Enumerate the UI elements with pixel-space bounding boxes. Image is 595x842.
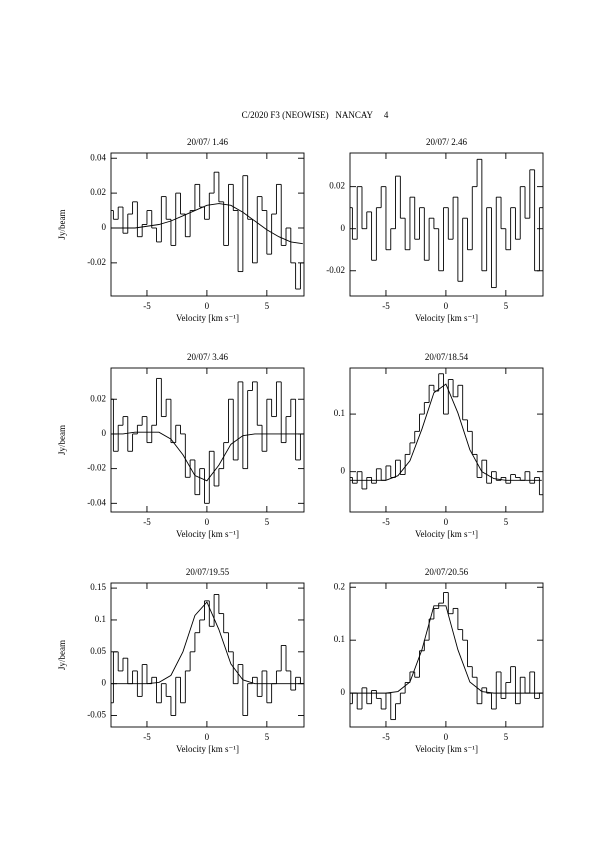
x-tick-label: 0	[205, 732, 210, 742]
y-tick-label: -0.05	[87, 710, 106, 720]
panel: 20/07/ 3.46 Velocity [km s⁻¹] Jy/beam -5 0 5 -…	[57, 352, 305, 539]
y-tick-label: 0.05	[90, 646, 106, 656]
y-tick-label: 0.04	[90, 152, 106, 162]
x-tick-label: -5	[143, 301, 151, 311]
y-tick-label: 0.02	[329, 181, 345, 191]
y-tick-label: 0.2	[334, 581, 345, 591]
x-tick-label: -5	[382, 517, 390, 527]
panel: 20/07/ 2.46 Velocity [km s⁻¹] -5 0 5 -0.02 0 0.…	[326, 137, 544, 323]
x-tick-label: 5	[265, 301, 270, 311]
y-tick-label: 0.1	[334, 408, 345, 418]
y-axis-label: Jy/beam	[57, 210, 67, 240]
x-axis-label: Velocity [km s⁻¹]	[176, 529, 239, 539]
x-tick-label: 0	[444, 517, 449, 527]
fit-curve	[111, 601, 303, 685]
x-axis-label: Velocity [km s⁻¹]	[415, 744, 478, 754]
y-tick-label: 0	[102, 678, 107, 688]
panel-title: 20/07/20.56	[425, 567, 469, 577]
x-tick-label: 5	[504, 301, 509, 311]
y-tick-label: 0.1	[334, 634, 345, 644]
y-tick-label: 0.1	[95, 614, 106, 624]
x-tick-label: 5	[504, 517, 509, 527]
panel: 20/07/19.55 Velocity [km s⁻¹] Jy/beam -5 0 5 -…	[57, 567, 305, 754]
y-tick-label: -0.02	[87, 257, 106, 267]
fit-curve	[111, 431, 303, 482]
plot-area	[111, 171, 304, 290]
plot-area	[111, 377, 304, 504]
x-tick-label: -5	[143, 732, 151, 742]
fit-curve	[350, 605, 542, 694]
y-tick-label: -0.02	[87, 463, 106, 473]
x-tick-label: -5	[382, 732, 390, 742]
panel: 20/07/ 1.46 Velocity [km s⁻¹] Jy/beam -5 0 5 -…	[57, 137, 305, 323]
panel: 20/07/18.54 Velocity [km s⁻¹] -5 0 5 0 0.1	[334, 352, 544, 539]
x-tick-label: 0	[205, 517, 210, 527]
frame	[349, 582, 544, 728]
frame	[110, 582, 305, 728]
x-tick-label: -5	[143, 517, 151, 527]
y-axis-label: Jy/beam	[57, 640, 67, 670]
plot-area	[111, 594, 304, 716]
plot-area	[350, 373, 543, 496]
panel-title: 20/07/19.55	[186, 567, 230, 577]
y-tick-label: 0	[102, 428, 107, 438]
page-title: C/2020 F3 (NEOWISE) NANCAY 4	[242, 110, 389, 120]
x-axis-label: Velocity [km s⁻¹]	[176, 313, 239, 323]
x-tick-label: 5	[265, 517, 270, 527]
x-tick-label: 5	[504, 732, 509, 742]
plot-area	[350, 158, 543, 289]
x-tick-label: 0	[205, 301, 210, 311]
fit-curve	[111, 203, 303, 245]
y-tick-label: -0.04	[87, 497, 106, 507]
y-tick-label: -0.02	[326, 265, 345, 275]
x-axis-label: Velocity [km s⁻¹]	[176, 744, 239, 754]
x-tick-label: -5	[382, 301, 390, 311]
y-tick-label: 0	[341, 466, 346, 476]
panel-title: 20/07/ 1.46	[187, 137, 229, 147]
y-tick-label: 0	[341, 687, 346, 697]
x-axis-label: Velocity [km s⁻¹]	[415, 529, 478, 539]
y-tick-label: 0.15	[90, 582, 106, 592]
x-tick-label: 5	[265, 732, 270, 742]
panel-title: 20/07/ 2.46	[426, 137, 468, 147]
y-axis-label: Jy/beam	[57, 425, 67, 455]
panel: 20/07/20.56 Velocity [km s⁻¹] -5 0 5 0 0.1 0.2	[334, 567, 544, 754]
panel-title: 20/07/18.54	[425, 352, 469, 362]
frame	[349, 367, 544, 513]
y-tick-label: 0	[341, 223, 346, 233]
plot-area	[350, 592, 543, 721]
y-tick-label: 0.02	[90, 187, 106, 197]
x-tick-label: 0	[444, 301, 449, 311]
frame	[110, 152, 305, 297]
frame	[349, 152, 544, 297]
fit-curve	[350, 383, 542, 481]
frame	[110, 367, 305, 513]
y-tick-label: 0	[102, 222, 107, 232]
x-axis-label: Velocity [km s⁻¹]	[415, 313, 478, 323]
panel-title: 20/07/ 3.46	[187, 352, 229, 362]
x-tick-label: 0	[444, 732, 449, 742]
y-tick-label: 0.02	[90, 393, 106, 403]
